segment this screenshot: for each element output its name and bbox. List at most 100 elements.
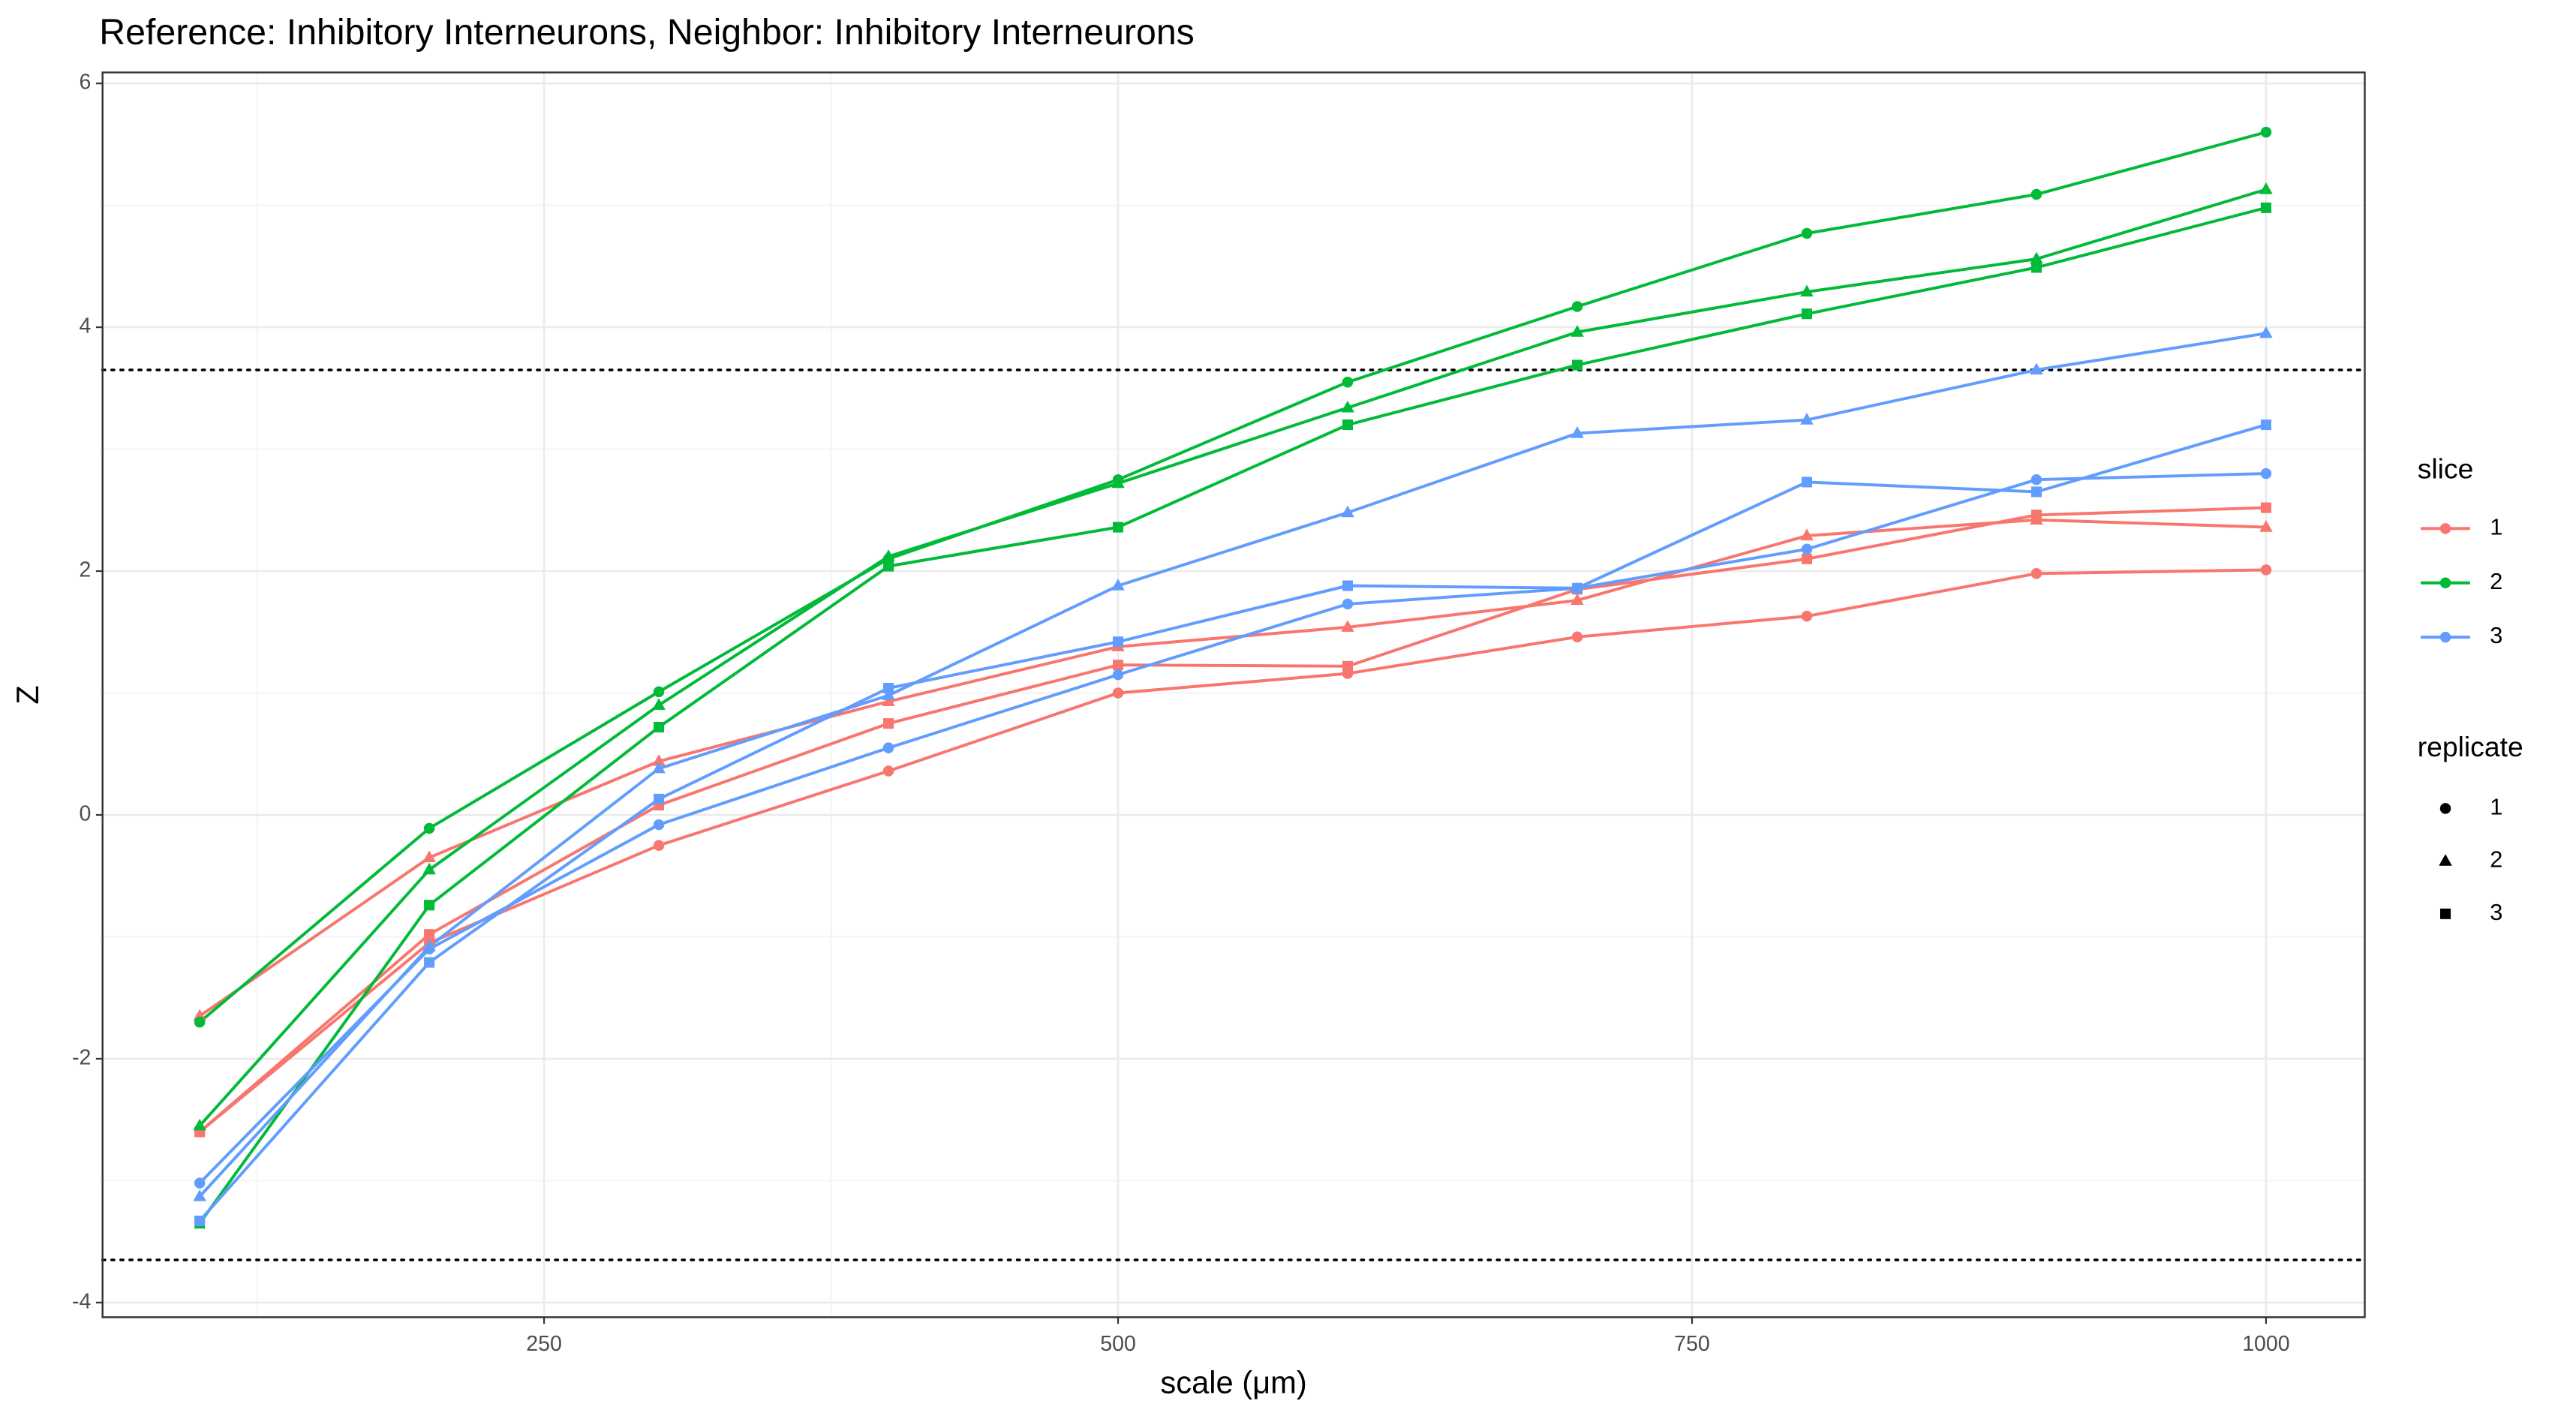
point (1571, 301, 1583, 312)
point (1342, 376, 1354, 388)
point (422, 939, 436, 952)
point (1113, 636, 1124, 648)
point (653, 686, 665, 698)
point (423, 822, 435, 834)
point (1571, 426, 1584, 438)
x-tick-label: 500 (1100, 1332, 1136, 1356)
series-line (198, 206, 2267, 1225)
point (1113, 522, 1124, 533)
y-tick-label: 6 (79, 71, 91, 95)
legend-key-point (2439, 908, 2451, 919)
point (1801, 553, 1812, 564)
plot-background (102, 72, 2365, 1318)
legend-label: 3 (2490, 622, 2502, 648)
point (2260, 502, 2271, 513)
point (1801, 610, 1813, 622)
legend-label: 2 (2490, 568, 2502, 594)
point (882, 765, 894, 777)
y-tick-label: 0 (79, 802, 91, 826)
legend-key-point (2439, 854, 2452, 866)
point (193, 1189, 206, 1201)
point (652, 698, 666, 710)
point (2259, 520, 2273, 532)
series-line (198, 506, 2266, 1133)
point (1112, 669, 1124, 681)
series-line (198, 332, 2267, 1198)
point (422, 850, 436, 862)
series-line (198, 131, 2267, 1024)
point (1571, 582, 1583, 594)
series-line (198, 188, 2267, 1127)
point (1342, 598, 1354, 610)
x-tick-label: 250 (526, 1332, 562, 1356)
point (2030, 474, 2042, 486)
point (1342, 580, 1354, 591)
point (652, 754, 666, 766)
y-axis-label: Z (10, 685, 45, 704)
point (1341, 505, 1354, 518)
y-tick-label: 2 (79, 558, 91, 582)
point (1801, 477, 1812, 488)
point (1571, 593, 1584, 606)
legend-label: 1 (2490, 793, 2502, 819)
point (424, 900, 435, 911)
point (1342, 660, 1354, 672)
point (654, 793, 665, 804)
point (194, 1016, 206, 1028)
point (882, 742, 894, 753)
chart-title: Reference: Inhibitory Interneurons, Neig… (99, 12, 1195, 53)
legend-title: slice (2418, 452, 2474, 484)
legend-title: replicate (2418, 731, 2523, 762)
point (1800, 528, 1814, 541)
y-tick-label: -2 (72, 1045, 91, 1069)
point (2030, 188, 2042, 200)
plot-border (101, 71, 2366, 1318)
point (1112, 687, 1124, 699)
point (424, 957, 435, 968)
point (1801, 227, 1813, 239)
series-line (198, 568, 2266, 1133)
legend-label: 3 (2490, 899, 2502, 925)
point (2259, 182, 2273, 194)
point (1800, 413, 1814, 425)
point (882, 694, 895, 707)
legend-key-point (2439, 631, 2451, 643)
point (2030, 251, 2043, 264)
point (2030, 510, 2042, 521)
point (2260, 202, 2271, 213)
point (2030, 486, 2042, 498)
series-line (198, 472, 2266, 1185)
point (654, 721, 665, 733)
legend-key-point (2439, 803, 2451, 814)
point (1571, 359, 1583, 371)
x-axis-label: scale (μm) (1160, 1364, 1306, 1399)
point (1113, 660, 1124, 671)
series-line (198, 423, 2267, 1222)
point (1571, 325, 1584, 337)
point (2030, 362, 2043, 375)
point (653, 819, 665, 831)
x-tick-label: 750 (1674, 1332, 1710, 1356)
point (1111, 579, 1125, 591)
point (1571, 631, 1583, 643)
legend-key-point (2439, 523, 2451, 534)
point (2260, 467, 2272, 480)
point (194, 1177, 206, 1189)
point (883, 561, 894, 572)
point (2260, 126, 2272, 138)
point (1342, 419, 1354, 431)
point (422, 862, 436, 875)
point (193, 1009, 206, 1021)
point (1111, 476, 1125, 489)
y-tick-label: -4 (72, 1289, 91, 1313)
point (2030, 262, 2042, 273)
point (882, 688, 895, 700)
point (2260, 419, 2271, 431)
point (882, 549, 895, 561)
y-tick-label: 4 (79, 314, 91, 338)
series-line (198, 518, 2266, 1018)
x-tick-label: 1000 (2242, 1332, 2289, 1356)
point (1341, 400, 1354, 413)
point (883, 718, 894, 729)
